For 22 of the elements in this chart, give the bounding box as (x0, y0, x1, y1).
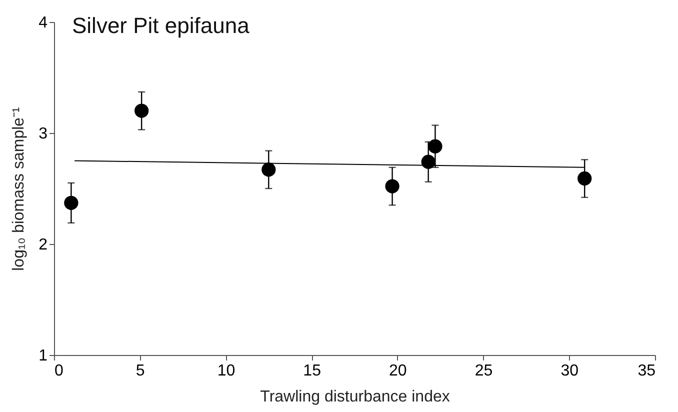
x-tick-label: 30 (560, 362, 579, 380)
point (64, 196, 78, 210)
y-tick-label: 4 (38, 14, 48, 32)
x-tick-label: 25 (474, 362, 493, 380)
point (578, 171, 592, 186)
y-tick-label: 2 (38, 236, 48, 254)
point (262, 162, 276, 177)
x-tick-label: 35 (638, 362, 656, 380)
chart-title: Silver Pit epifauna (72, 13, 250, 38)
point (385, 179, 400, 194)
y-tick-label: 1 (38, 348, 48, 364)
x-tick-label: 5 (136, 362, 145, 380)
x-axis-title: Trawling disturbance index (260, 388, 450, 406)
point (134, 104, 149, 118)
y-axis-title: log₁₀ biomass sample⁻¹ (10, 107, 28, 271)
x-tick-label: 10 (217, 362, 236, 380)
x-tick-label: 0 (54, 362, 64, 380)
x-tick-label: 20 (389, 362, 407, 380)
x-tick-label: 15 (303, 362, 322, 380)
y-tick-label: 3 (38, 126, 48, 142)
point (421, 154, 436, 169)
point (428, 139, 442, 154)
